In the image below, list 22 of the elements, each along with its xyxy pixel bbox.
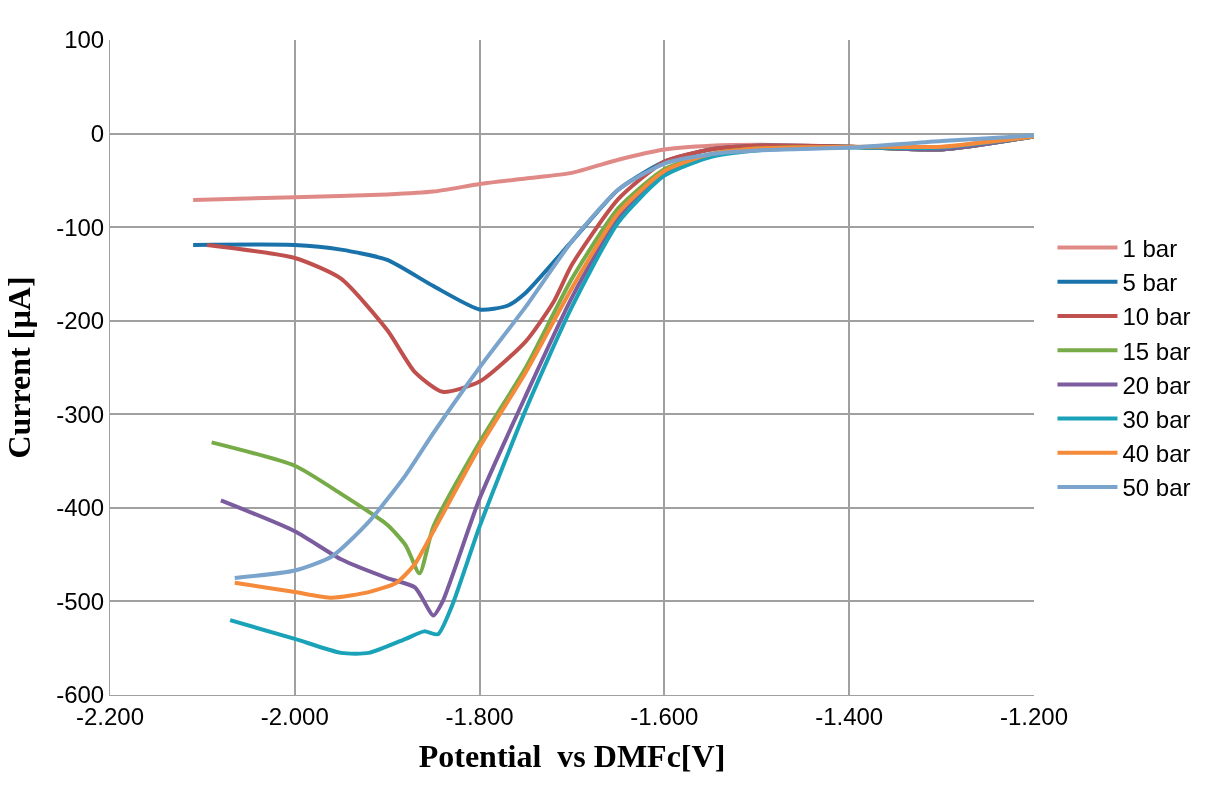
x-tick-label: -1.800 xyxy=(445,702,514,730)
legend-label: 30 bar xyxy=(1122,405,1191,433)
y-tick-label: 100 xyxy=(64,26,105,54)
y-tick-label: -100 xyxy=(56,213,105,241)
legend-label: 50 bar xyxy=(1122,474,1191,502)
x-tick-label: -2.000 xyxy=(260,702,329,730)
y-axis-title: Current [µA] xyxy=(1,276,38,459)
x-tick-label: -1.400 xyxy=(815,702,884,730)
y-tick-label: -500 xyxy=(56,587,105,615)
legend-label: 20 bar xyxy=(1122,371,1191,399)
legend-label: 15 bar xyxy=(1122,337,1191,365)
y-tick-label: 0 xyxy=(90,119,105,147)
y-tick-label: -300 xyxy=(56,400,105,428)
legend-label: 40 bar xyxy=(1122,440,1191,468)
legend-label: 1 bar xyxy=(1122,234,1178,262)
x-tick-label: -1.600 xyxy=(630,702,699,730)
x-tick-label: -1.200 xyxy=(999,702,1069,730)
y-tick-label: -400 xyxy=(56,494,105,522)
legend-label: 5 bar xyxy=(1122,269,1178,297)
y-tick-label: -200 xyxy=(56,307,105,335)
legend-label: 10 bar xyxy=(1122,303,1191,331)
x-axis-title: Potential vs DMFc[V] xyxy=(418,737,726,774)
